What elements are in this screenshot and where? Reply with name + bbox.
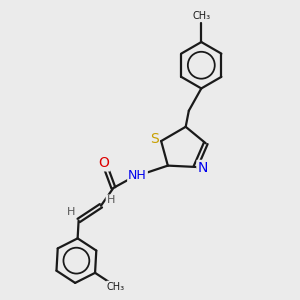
Text: H: H	[106, 195, 115, 206]
Text: CH₃: CH₃	[192, 11, 210, 21]
Text: O: O	[99, 156, 110, 170]
Text: N: N	[197, 161, 208, 175]
Text: H: H	[66, 208, 75, 218]
Text: S: S	[150, 132, 158, 146]
Text: NH: NH	[128, 169, 147, 182]
Text: CH₃: CH₃	[107, 281, 125, 292]
